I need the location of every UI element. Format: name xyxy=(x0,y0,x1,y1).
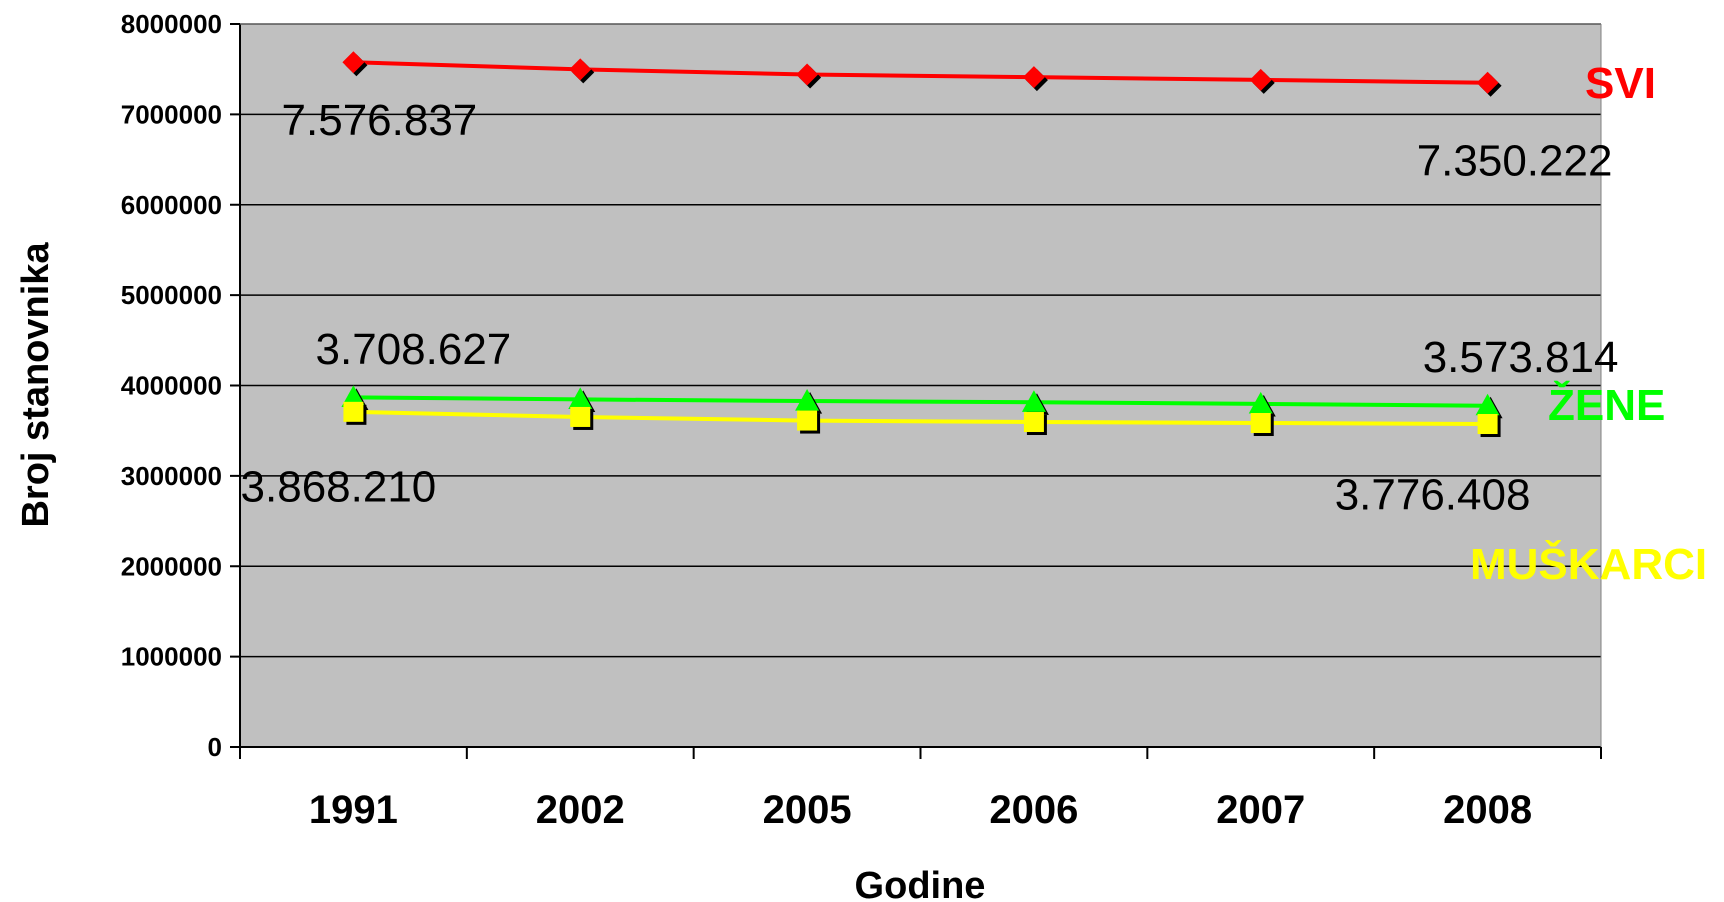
data-label: 7.350.222 xyxy=(1417,137,1613,186)
diamond-marker xyxy=(569,58,592,81)
y-tick-label: 6000000 xyxy=(121,190,222,220)
diamond-marker xyxy=(342,51,365,74)
y-tick-label: 1000000 xyxy=(121,642,222,672)
series-1 xyxy=(342,51,1502,97)
square-marker xyxy=(1023,412,1044,433)
x-tick-label: 2005 xyxy=(763,788,852,832)
data-label: 7.576.837 xyxy=(282,96,478,145)
x-tick-labels: 1991 2002 2005 2006 2007 2008 xyxy=(309,788,1532,832)
square-marker xyxy=(1250,413,1271,434)
x-tick-label: 2008 xyxy=(1443,788,1532,832)
data-labels: 7.576.837 7.350.222 3.708.627 3.573.814 3.86… xyxy=(241,96,1619,519)
y-axis-title: Broj stanovnika xyxy=(15,242,57,528)
x-axis-title: Godine xyxy=(855,865,986,902)
legend-label-3: MUŠKARCI xyxy=(1470,538,1707,589)
x-tick-label: 1991 xyxy=(309,788,398,832)
series-3 xyxy=(343,401,1501,438)
axes xyxy=(230,23,1602,759)
diamond-marker xyxy=(1249,68,1272,91)
legend: SVI ŽENE MUŠKARCI xyxy=(1470,59,1707,589)
y-tick-label: 4000000 xyxy=(121,371,222,401)
y-tick-label: 3000000 xyxy=(121,461,222,491)
triangle-marker xyxy=(341,385,366,408)
series-group xyxy=(341,51,1503,438)
triangle-marker xyxy=(795,389,820,411)
series-line xyxy=(353,395,1488,408)
x-tick-label: 2007 xyxy=(1216,788,1305,832)
square-marker xyxy=(1477,414,1498,435)
y-tick-label: 0 xyxy=(208,732,222,762)
triangle-marker xyxy=(1248,391,1273,414)
legend-label-1: SVI xyxy=(1585,59,1656,108)
data-label: 3.868.210 xyxy=(241,462,437,511)
square-marker xyxy=(343,401,364,422)
y-tick-label: 7000000 xyxy=(121,99,222,129)
square-marker xyxy=(797,410,818,431)
triangle-marker xyxy=(1021,390,1046,412)
triangle-marker xyxy=(1475,393,1500,416)
y-tick-label: 5000000 xyxy=(121,280,222,310)
series-line xyxy=(353,409,1488,427)
y-tick-label: 8000000 xyxy=(121,9,222,39)
square-marker xyxy=(570,406,591,427)
diamond-marker xyxy=(1476,71,1499,94)
x-tick-label: 2002 xyxy=(536,788,625,832)
series-line xyxy=(353,60,1488,85)
series-2 xyxy=(341,385,1503,419)
y-tick-labels: 0 1000000 2000000 3000000 4000000 5000000 6000… xyxy=(121,9,222,762)
x-tick-label: 2006 xyxy=(989,788,1078,832)
legend-label-2: ŽENE xyxy=(1548,380,1665,430)
data-label: 3.573.814 xyxy=(1423,333,1619,382)
diamond-marker xyxy=(1022,66,1045,89)
y-tick-label: 2000000 xyxy=(121,551,222,581)
triangle-marker xyxy=(568,387,593,410)
data-label: 3.708.627 xyxy=(316,325,512,374)
diamond-marker xyxy=(796,63,819,86)
data-label: 3.776.408 xyxy=(1335,471,1531,520)
